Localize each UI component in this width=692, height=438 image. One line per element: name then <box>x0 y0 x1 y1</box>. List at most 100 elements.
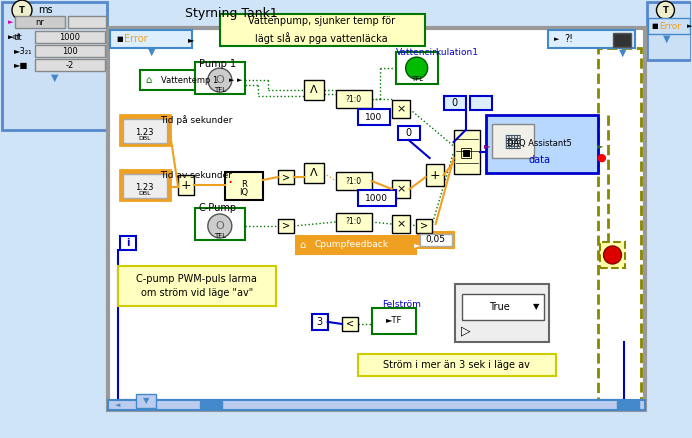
Text: R: R <box>241 180 247 188</box>
FancyBboxPatch shape <box>342 317 358 331</box>
Text: ►: ► <box>484 141 490 151</box>
FancyBboxPatch shape <box>614 33 632 47</box>
Text: ms: ms <box>38 5 53 15</box>
Text: ►: ► <box>237 77 242 83</box>
FancyBboxPatch shape <box>35 45 105 57</box>
Text: Λ: Λ <box>310 85 318 95</box>
FancyBboxPatch shape <box>418 232 454 248</box>
Text: ▼: ▼ <box>663 34 671 44</box>
Text: ►: ► <box>188 35 194 44</box>
FancyBboxPatch shape <box>491 124 534 158</box>
FancyBboxPatch shape <box>220 14 425 46</box>
Text: Tid på sekunder: Tid på sekunder <box>160 115 233 125</box>
FancyBboxPatch shape <box>108 400 646 410</box>
FancyBboxPatch shape <box>178 175 194 195</box>
FancyBboxPatch shape <box>372 308 416 334</box>
Text: ►: ► <box>635 402 640 408</box>
Text: ►: ► <box>8 19 13 25</box>
FancyBboxPatch shape <box>617 401 639 409</box>
Text: 0: 0 <box>452 98 457 108</box>
Text: 1.23: 1.23 <box>135 183 154 191</box>
Text: ▼: ▼ <box>619 48 626 58</box>
Text: Felström: Felström <box>382 300 421 309</box>
Text: ►: ► <box>687 23 692 29</box>
FancyBboxPatch shape <box>426 164 444 186</box>
Circle shape <box>603 246 621 264</box>
Text: ×: × <box>396 219 406 229</box>
FancyBboxPatch shape <box>358 354 556 376</box>
FancyBboxPatch shape <box>599 242 626 268</box>
Text: Pump 1: Pump 1 <box>199 59 237 69</box>
Text: ×: × <box>396 104 406 114</box>
FancyBboxPatch shape <box>419 234 452 246</box>
Text: Cpumpfeedback: Cpumpfeedback <box>315 240 389 250</box>
FancyBboxPatch shape <box>35 59 105 71</box>
Text: Ström i mer än 3 sek i läge av: Ström i mer än 3 sek i läge av <box>383 360 530 370</box>
FancyBboxPatch shape <box>68 16 106 28</box>
Text: i: i <box>126 238 129 248</box>
Text: ►: ► <box>8 34 13 40</box>
Text: ?1:0: ?1:0 <box>345 177 362 186</box>
FancyBboxPatch shape <box>195 62 245 94</box>
Text: ▷: ▷ <box>461 325 471 337</box>
Text: +: + <box>429 169 440 181</box>
FancyBboxPatch shape <box>120 170 170 200</box>
FancyBboxPatch shape <box>277 219 294 233</box>
FancyBboxPatch shape <box>304 80 324 100</box>
Text: Styrning Tank1: Styrning Tank1 <box>185 7 277 20</box>
FancyBboxPatch shape <box>470 96 491 110</box>
Text: nr: nr <box>35 18 44 27</box>
Text: ■: ■ <box>116 36 122 42</box>
Text: ►: ► <box>554 36 559 42</box>
FancyBboxPatch shape <box>110 30 192 48</box>
FancyBboxPatch shape <box>358 190 396 206</box>
Text: ►df: ►df <box>8 34 20 40</box>
FancyBboxPatch shape <box>195 208 245 240</box>
Text: data: data <box>529 155 551 165</box>
FancyBboxPatch shape <box>200 401 222 409</box>
Text: ▣: ▣ <box>460 145 473 159</box>
FancyBboxPatch shape <box>120 115 170 145</box>
Circle shape <box>406 57 428 79</box>
FancyBboxPatch shape <box>392 100 410 118</box>
Text: ►3₂₁: ►3₂₁ <box>14 46 33 56</box>
FancyBboxPatch shape <box>311 314 328 330</box>
Text: 1.23: 1.23 <box>135 127 154 137</box>
Text: ►■: ►■ <box>14 60 28 70</box>
Text: 0,05: 0,05 <box>426 236 446 244</box>
Text: ·: · <box>227 174 233 192</box>
Text: -2: -2 <box>66 60 74 70</box>
FancyBboxPatch shape <box>136 394 156 408</box>
FancyBboxPatch shape <box>336 172 372 190</box>
Text: Vattentemp 1: Vattentemp 1 <box>161 76 219 85</box>
Text: 1000: 1000 <box>60 33 80 42</box>
Text: ◄: ◄ <box>115 402 120 408</box>
Text: ►TF: ►TF <box>385 316 402 325</box>
FancyBboxPatch shape <box>277 170 294 184</box>
FancyBboxPatch shape <box>547 30 635 48</box>
Text: TFL: TFL <box>214 87 226 93</box>
FancyBboxPatch shape <box>392 180 410 198</box>
Text: DBL: DBL <box>138 191 151 196</box>
Text: ▼: ▼ <box>51 73 59 83</box>
FancyBboxPatch shape <box>108 28 646 410</box>
Circle shape <box>12 0 32 20</box>
FancyBboxPatch shape <box>118 266 276 306</box>
Text: Tid av sekunder: Tid av sekunder <box>160 170 232 180</box>
Text: 100: 100 <box>62 46 78 56</box>
Text: ?1:0: ?1:0 <box>345 218 362 226</box>
FancyBboxPatch shape <box>15 16 65 28</box>
FancyBboxPatch shape <box>396 52 437 84</box>
FancyBboxPatch shape <box>358 109 390 125</box>
Text: 100: 100 <box>365 113 382 122</box>
Text: ▼: ▼ <box>148 47 156 57</box>
FancyBboxPatch shape <box>444 96 466 110</box>
Text: 1000: 1000 <box>365 194 388 202</box>
Text: ▦: ▦ <box>503 131 522 151</box>
FancyBboxPatch shape <box>455 284 549 342</box>
FancyBboxPatch shape <box>462 294 543 320</box>
Text: >: > <box>419 221 428 231</box>
FancyBboxPatch shape <box>648 18 691 34</box>
Text: ▼: ▼ <box>143 396 149 405</box>
FancyBboxPatch shape <box>123 119 167 143</box>
